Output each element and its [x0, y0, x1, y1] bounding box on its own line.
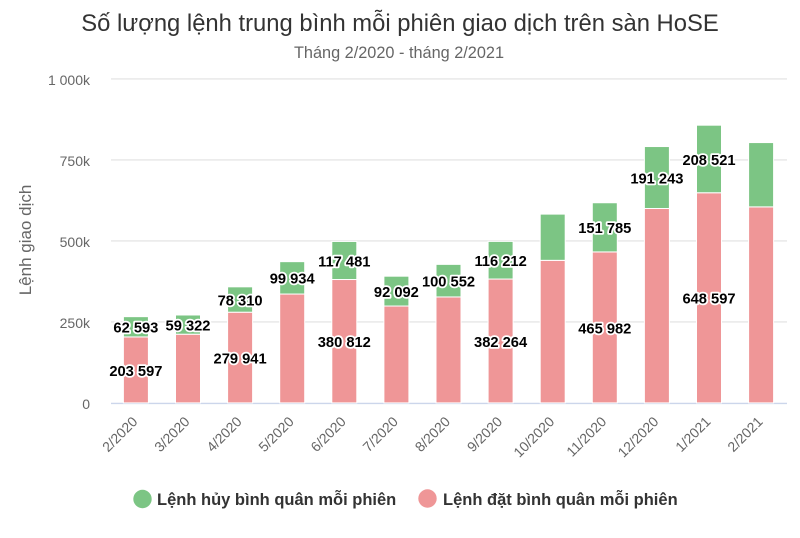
svg-text:279 941: 279 941: [214, 351, 267, 367]
svg-text:116 212: 116 212: [474, 254, 526, 270]
svg-text:92 092: 92 092: [374, 285, 419, 301]
svg-text:750k: 750k: [60, 153, 91, 169]
svg-text:203 597: 203 597: [109, 364, 162, 380]
svg-text:62 593: 62 593: [113, 321, 158, 337]
svg-text:208 521: 208 521: [682, 153, 735, 169]
svg-text:117 481: 117 481: [318, 254, 370, 270]
svg-text:191 243: 191 243: [630, 171, 683, 187]
svg-text:500k: 500k: [60, 234, 91, 250]
svg-text:78 310: 78 310: [218, 293, 263, 309]
svg-text:382 264: 382 264: [474, 335, 528, 351]
svg-text:Lệnh hủy bình quân mỗi phiên: Lệnh hủy bình quân mỗi phiên: [157, 490, 396, 509]
svg-text:1 000k: 1 000k: [48, 72, 91, 88]
svg-text:100 552: 100 552: [422, 275, 475, 291]
svg-text:250k: 250k: [60, 315, 91, 331]
svg-text:99 934: 99 934: [270, 272, 316, 288]
svg-text:59 322: 59 322: [166, 318, 211, 334]
svg-text:Số lượng lệnh trung bình mỗi p: Số lượng lệnh trung bình mỗi phiên giao …: [81, 10, 718, 37]
svg-text:151 785: 151 785: [578, 221, 631, 237]
svg-text:Lệnh đặt bình quân mỗi phiên: Lệnh đặt bình quân mỗi phiên: [443, 490, 678, 509]
svg-text:465 982: 465 982: [578, 321, 631, 337]
svg-text:648 597: 648 597: [682, 292, 735, 308]
svg-text:Tháng 2/2020 - tháng 2/2021: Tháng 2/2020 - tháng 2/2021: [294, 44, 504, 62]
svg-text:380 812: 380 812: [318, 335, 371, 351]
svg-text:Lệnh giao dịch: Lệnh giao dịch: [16, 185, 35, 296]
svg-text:0: 0: [82, 396, 90, 412]
